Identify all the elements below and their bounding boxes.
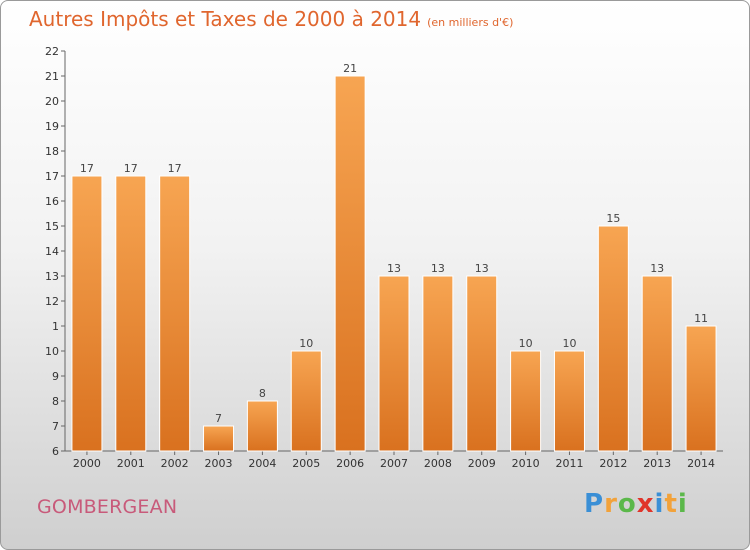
data-label-2013: 13	[650, 262, 664, 275]
x-tick-label-2007: 2007	[380, 457, 408, 470]
bar-2004	[246, 400, 278, 452]
logo-letter: o	[617, 489, 637, 519]
y-tick-label: 17	[45, 170, 59, 183]
x-tick-label-2000: 2000	[73, 457, 101, 470]
bar-2005	[290, 350, 322, 452]
x-tick-label-2004: 2004	[248, 457, 276, 470]
bar-2003	[203, 425, 235, 452]
data-label-2010: 10	[519, 337, 533, 350]
logo-letter: P	[584, 489, 605, 519]
logo-letter: i	[677, 489, 688, 519]
bar-2008	[422, 275, 454, 452]
data-label-2014: 11	[694, 312, 708, 325]
logo-letter: x	[636, 489, 655, 519]
x-tick-label-2002: 2002	[161, 457, 189, 470]
data-label-2004: 8	[259, 387, 266, 400]
y-tick-label: 10	[45, 345, 59, 358]
bar-2007	[378, 275, 410, 452]
bar-2012	[597, 225, 629, 452]
bar-2014	[685, 325, 717, 452]
y-tick-label: 13	[45, 270, 59, 283]
x-tick-label-2009: 2009	[468, 457, 496, 470]
y-tick-label: 8	[52, 395, 59, 408]
x-tick-label-2005: 2005	[292, 457, 320, 470]
data-label-2006: 21	[343, 62, 357, 75]
y-tick-label: 15	[45, 220, 59, 233]
chart-title-text: Autres Impôts et Taxes de 2000 à 2014	[29, 7, 422, 31]
x-tick-label-2001: 2001	[117, 457, 145, 470]
y-tick-label: 16	[45, 195, 59, 208]
y-tick-label: 20	[45, 95, 59, 108]
data-label-2011: 10	[562, 337, 576, 350]
y-tick-label: 12	[45, 295, 59, 308]
data-label-2000: 17	[80, 162, 94, 175]
bar-2010	[510, 350, 542, 452]
x-tick-label-2011: 2011	[555, 457, 583, 470]
commune-name: GOMBERGEAN	[37, 496, 178, 518]
x-tick-label-2010: 2010	[512, 457, 540, 470]
x-tick-label-2014: 2014	[687, 457, 715, 470]
proxiti-logo: Proxiti	[584, 489, 688, 519]
chart-bars: 17 17 17 7 8 10 21 13 13 13 10 10 15 13 11	[71, 62, 717, 452]
x-tick-label-2006: 2006	[336, 457, 364, 470]
bar-2001	[115, 175, 147, 452]
data-label-2008: 13	[431, 262, 445, 275]
y-tick-label: 22	[45, 45, 59, 58]
logo-letter: t	[664, 489, 678, 519]
bar-2009	[466, 275, 498, 452]
y-tick-label: 6	[52, 445, 59, 458]
y-tick-label: 7	[52, 420, 59, 433]
chart-subtitle: (en milliers d'€)	[427, 16, 514, 29]
y-tick-label: 1	[52, 320, 59, 333]
chart-title: Autres Impôts et Taxes de 2000 à 2014 (en…	[29, 7, 513, 31]
x-tick-label-2012: 2012	[599, 457, 627, 470]
data-label-2007: 13	[387, 262, 401, 275]
data-label-2012: 15	[606, 212, 620, 225]
y-tick-label: 14	[45, 245, 59, 258]
logo-letter: i	[654, 489, 665, 519]
bar-2013	[641, 275, 673, 452]
data-label-2009: 13	[475, 262, 489, 275]
data-label-2001: 17	[124, 162, 138, 175]
x-tick-label-2013: 2013	[643, 457, 671, 470]
y-tick-label: 18	[45, 145, 59, 158]
x-tick-label-2008: 2008	[424, 457, 452, 470]
bar-2002	[159, 175, 191, 452]
y-tick-label: 21	[45, 70, 59, 83]
bar-2000	[71, 175, 103, 452]
chart-axes: 6 7 8 9 10 1 12 13 14 15 16 17 18 19 20 21 22 2000 2001 200…	[45, 45, 723, 470]
data-label-2003: 7	[215, 412, 222, 425]
logo-letter: r	[604, 489, 618, 519]
x-tick-label-2003: 2003	[205, 457, 233, 470]
bar-2006	[334, 75, 366, 452]
y-tick-label: 9	[52, 370, 59, 383]
data-label-2005: 10	[299, 337, 313, 350]
y-tick-label: 19	[45, 120, 59, 133]
bar-2011	[553, 350, 585, 452]
data-label-2002: 17	[168, 162, 182, 175]
